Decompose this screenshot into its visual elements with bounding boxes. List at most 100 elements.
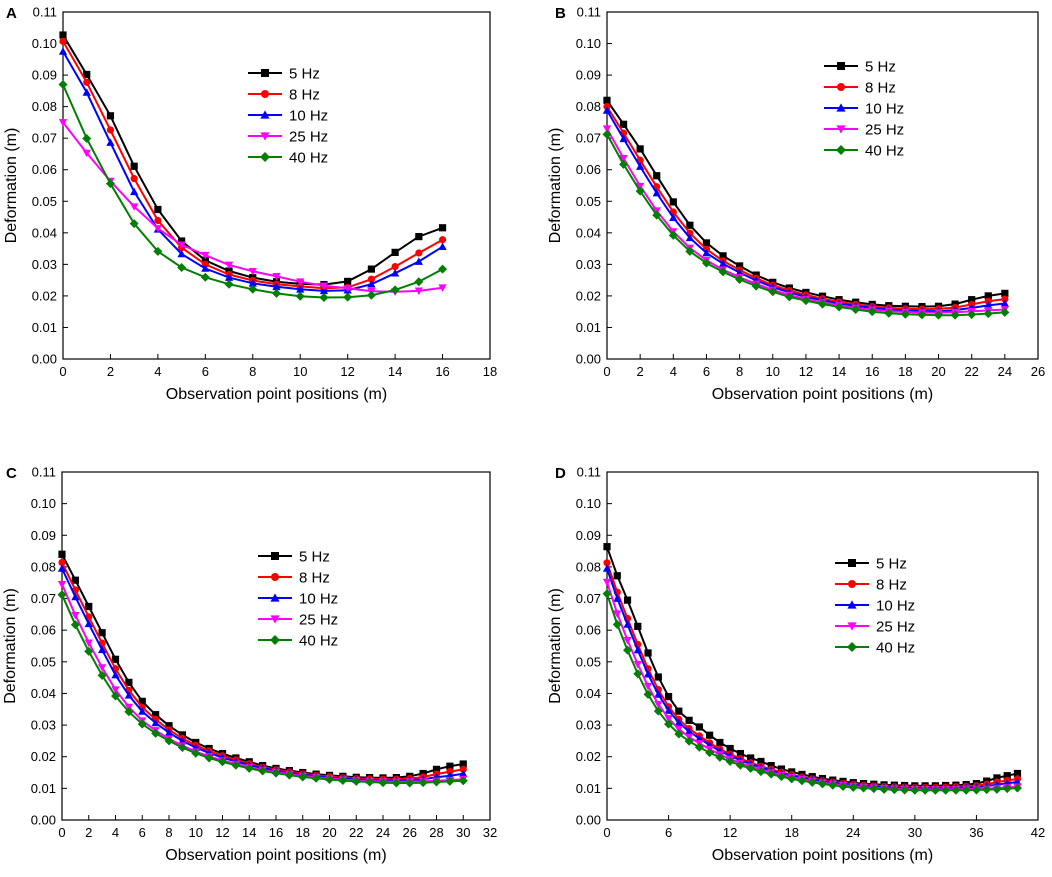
data-point xyxy=(70,620,80,630)
data-point xyxy=(284,770,294,780)
data-point xyxy=(838,781,848,791)
data-point xyxy=(57,590,67,600)
x-tick-label: 8 xyxy=(736,364,743,379)
legend-label: 5 Hz xyxy=(865,59,896,76)
y-tick-label: 0.11 xyxy=(32,465,56,480)
series-line xyxy=(61,553,464,779)
x-tick-label: 4 xyxy=(154,364,161,379)
data-point xyxy=(623,596,632,604)
y-tick-label: 0.08 xyxy=(576,99,601,114)
x-tick-label: 24 xyxy=(846,825,860,840)
legend-marker xyxy=(260,152,270,162)
y-tick-label: 0.01 xyxy=(576,320,601,335)
data-point xyxy=(82,149,91,158)
data-point xyxy=(391,778,401,788)
y-tick-label: 0.06 xyxy=(576,162,601,177)
data-point xyxy=(603,559,611,567)
data-point xyxy=(111,670,120,679)
data-point xyxy=(900,785,910,795)
panel-label: C xyxy=(6,465,17,482)
data-point xyxy=(818,779,827,789)
data-point xyxy=(828,780,838,790)
data-point xyxy=(106,112,115,120)
data-point xyxy=(414,287,423,296)
series-line xyxy=(62,50,444,292)
series-40hz xyxy=(602,589,1022,795)
series-line xyxy=(606,568,1018,789)
data-point xyxy=(83,78,91,86)
y-tick-label: 0.00 xyxy=(31,813,56,828)
data-point xyxy=(200,272,210,282)
data-point xyxy=(438,236,447,244)
data-point xyxy=(201,264,210,272)
data-point xyxy=(138,707,147,715)
data-point xyxy=(643,670,653,678)
y-tick-label: 0.04 xyxy=(576,225,601,240)
data-point xyxy=(138,697,146,705)
data-point xyxy=(446,762,454,770)
data-point xyxy=(201,256,209,264)
data-point xyxy=(84,619,93,628)
plot-frame xyxy=(606,471,1039,821)
data-point xyxy=(218,757,227,767)
data-point xyxy=(686,221,694,229)
data-point xyxy=(152,711,160,719)
data-point xyxy=(602,129,612,139)
series-line xyxy=(606,581,1018,791)
data-point xyxy=(636,162,645,170)
y-tick-label: 0.04 xyxy=(576,686,601,701)
y-tick-label: 0.06 xyxy=(576,623,601,638)
data-point xyxy=(623,645,633,655)
legend-marker xyxy=(261,90,269,98)
data-point xyxy=(701,258,711,268)
data-point xyxy=(654,700,663,709)
data-point xyxy=(130,187,139,196)
x-tick-label: 8 xyxy=(165,825,172,840)
x-tick-label: 24 xyxy=(376,825,390,840)
data-point xyxy=(917,310,927,320)
data-point xyxy=(934,310,944,320)
data-point xyxy=(105,179,115,189)
series-line xyxy=(61,568,464,782)
data-point xyxy=(867,307,877,317)
legend-marker xyxy=(837,62,845,70)
data-point xyxy=(669,198,677,206)
data-point xyxy=(718,259,728,268)
series-25hz xyxy=(602,125,1009,317)
data-point xyxy=(124,691,134,699)
data-point xyxy=(338,775,348,785)
data-point xyxy=(941,785,951,795)
data-point xyxy=(757,757,765,766)
data-point xyxy=(643,689,653,699)
y-tick-label: 0.11 xyxy=(577,5,601,20)
data-point xyxy=(459,765,467,773)
legend-label: 25 Hz xyxy=(876,619,915,636)
y-tick-label: 0.07 xyxy=(576,591,601,606)
data-point xyxy=(390,285,400,295)
x-tick-label: 18 xyxy=(483,364,497,379)
data-point xyxy=(725,756,735,766)
x-axis-title: Observation point positions (m) xyxy=(165,847,386,864)
series-10hz xyxy=(602,564,1022,792)
x-axis-title: Observation point positions (m) xyxy=(166,386,387,403)
data-point xyxy=(613,610,622,618)
data-point xyxy=(756,767,766,777)
series-line xyxy=(606,546,1018,787)
data-point xyxy=(634,622,642,630)
y-tick-label: 0.09 xyxy=(576,528,601,543)
data-point xyxy=(602,106,612,114)
data-point xyxy=(151,728,161,738)
legend-label: 10 Hz xyxy=(289,108,328,125)
data-point xyxy=(643,682,653,691)
legend-marker xyxy=(836,145,846,155)
x-tick-label: 12 xyxy=(799,364,813,379)
x-tick-label: 26 xyxy=(1031,364,1045,379)
legend-marker xyxy=(260,132,270,141)
panel-label: D xyxy=(555,465,566,482)
data-point xyxy=(920,785,930,795)
legend-marker xyxy=(837,83,845,91)
data-point xyxy=(204,753,214,763)
data-point xyxy=(325,775,334,785)
data-point xyxy=(1000,307,1010,317)
data-point xyxy=(311,773,321,783)
